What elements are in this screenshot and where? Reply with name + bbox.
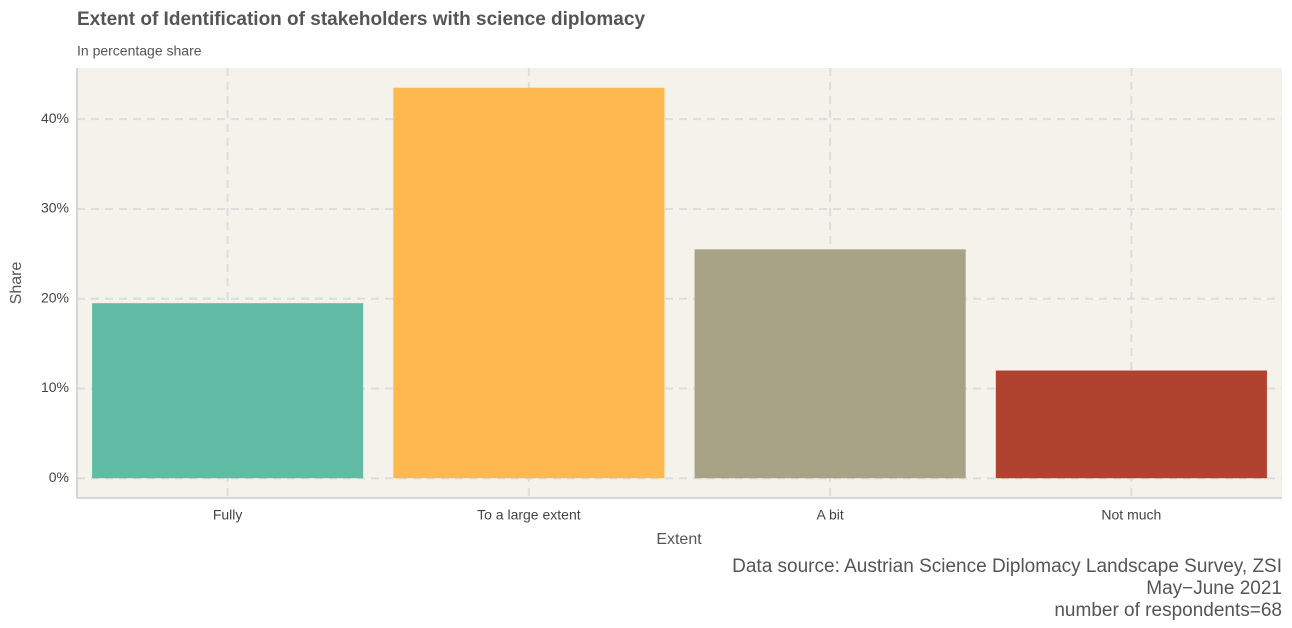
x-tick-label: Not much <box>1101 507 1161 523</box>
bar <box>92 303 364 479</box>
chart-title: Extent of Identification of stakeholders… <box>77 9 645 30</box>
x-tick-label: Fully <box>213 507 243 523</box>
y-tick-label: 10% <box>41 379 69 395</box>
x-axis-label: Extent <box>656 531 702 548</box>
x-tick-label: A bit <box>817 507 844 523</box>
y-tick-label: 20% <box>41 289 69 305</box>
caption: Data source: Austrian Science Diplomacy … <box>732 556 1282 577</box>
caption: May−June 2021 <box>1146 578 1282 599</box>
bar <box>393 87 665 479</box>
caption: number of respondents=68 <box>1054 600 1282 621</box>
bar <box>694 249 966 479</box>
chart-subtitle: In percentage share <box>77 43 202 59</box>
x-tick-label: To a large extent <box>477 507 581 523</box>
y-tick-label: 30% <box>41 200 69 216</box>
y-tick-label: 40% <box>41 110 69 126</box>
bar <box>995 370 1267 479</box>
y-axis-label: Share <box>8 262 25 305</box>
y-tick-label: 0% <box>49 469 69 485</box>
